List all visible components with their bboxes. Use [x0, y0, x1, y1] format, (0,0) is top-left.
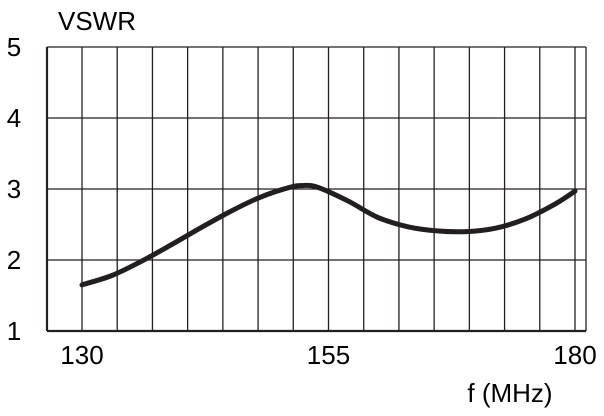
y-axis-label: VSWR [58, 6, 136, 36]
y-tick-label: 4 [7, 103, 21, 133]
x-axis-label: f (MHz) [467, 378, 552, 408]
series [79, 182, 578, 288]
labels: VSWR f (MHz) 1 2 3 4 5 130 155 180 [7, 6, 597, 408]
x-tick-label: 155 [307, 340, 350, 370]
y-tick-label: 5 [7, 32, 21, 62]
y-tick-label: 2 [7, 245, 21, 275]
y-tick-label: 1 [7, 316, 21, 346]
y-tick-label: 3 [7, 174, 21, 204]
vswr-curve [79, 182, 578, 288]
x-tick-label: 130 [60, 340, 103, 370]
axes [45, 47, 586, 333]
x-tick-label: 180 [553, 340, 596, 370]
